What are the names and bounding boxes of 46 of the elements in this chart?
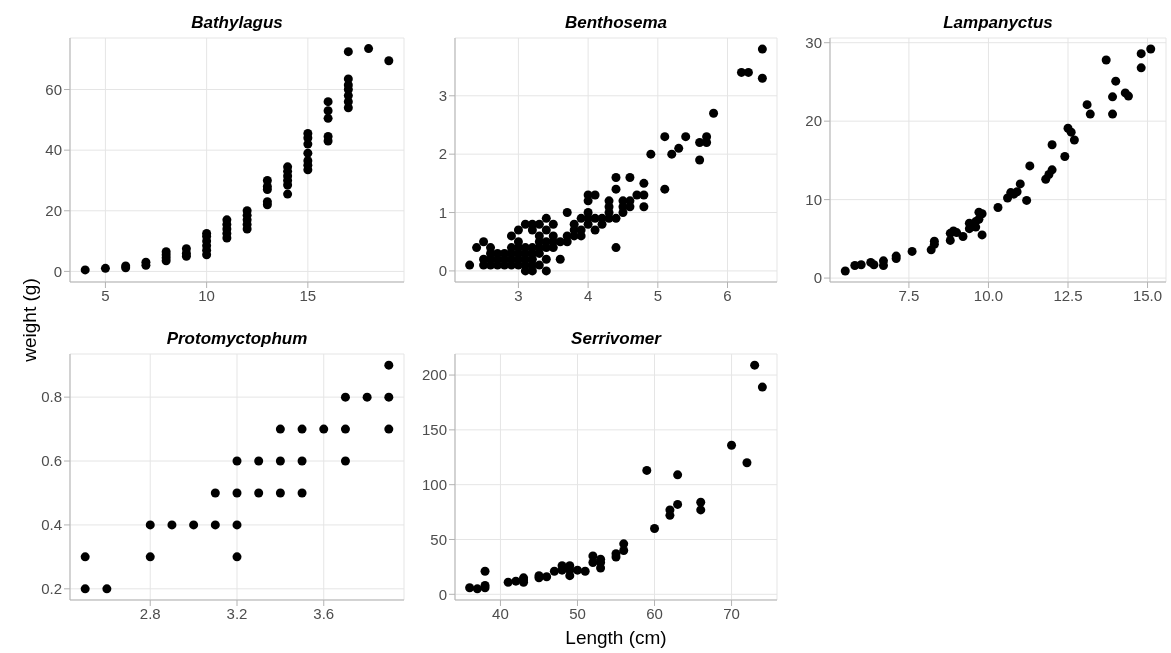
x-tick-label: 4 [583,286,593,304]
y-tick-label: 60 [45,80,62,98]
chart-title: Protomyctophum [165,328,309,350]
y-axis-title: weight (g) [18,277,41,364]
y-tick-label: 0 [53,262,62,280]
y-tick-label: 3 [438,87,447,105]
y-tick-label: 1 [438,203,447,221]
y-tick-label: 200 [421,366,447,384]
y-tick-label: 10 [805,190,822,208]
y-tick-label: 0 [438,262,447,280]
x-tick-label: 40 [492,604,509,622]
y-tick-label: 150 [421,421,447,439]
y-tick-label: 0 [438,585,447,603]
x-tick-label: 7.5 [898,286,920,304]
y-tick-label: 0.4 [41,516,62,534]
y-tick-label: 100 [421,476,447,493]
y-tick-label: 0 [813,269,822,287]
chart-title: Lampanyctus [942,12,1054,34]
x-tick-label: 12.5 [1053,286,1083,304]
x-tick-label: 3.2 [226,604,248,622]
x-tick-label: 60 [646,604,663,622]
x-tick-label: 10.0 [973,286,1004,304]
chart-title: Benthosema [564,12,668,34]
x-axis-title: Length (cm) [564,627,668,649]
x-tick-label: 3.6 [313,604,335,622]
x-tick-label: 5 [101,286,110,304]
y-tick-label: 0.6 [41,452,62,470]
chart-title: Bathylagus [190,12,284,34]
x-tick-label: 3 [514,286,523,304]
y-tick-label: 20 [805,112,822,130]
x-tick-label: 5 [653,286,662,304]
x-tick-label: 50 [569,604,586,622]
x-tick-label: 10 [198,286,215,304]
y-tick-label: 30 [805,34,822,52]
x-tick-label: 70 [723,604,740,622]
x-tick-label: 6 [723,286,732,304]
y-tick-label: 2 [438,145,447,163]
y-tick-label: 0.2 [41,580,62,598]
x-tick-label: 2.8 [139,604,161,622]
y-tick-label: 20 [45,202,62,220]
chart-title: Serrivomer [570,328,663,350]
y-tick-label: 50 [430,530,447,548]
x-tick-label: 15.0 [1132,286,1163,304]
y-tick-label: 40 [45,141,62,159]
x-tick-label: 15 [299,286,317,304]
y-tick-label: 0.8 [41,388,62,406]
